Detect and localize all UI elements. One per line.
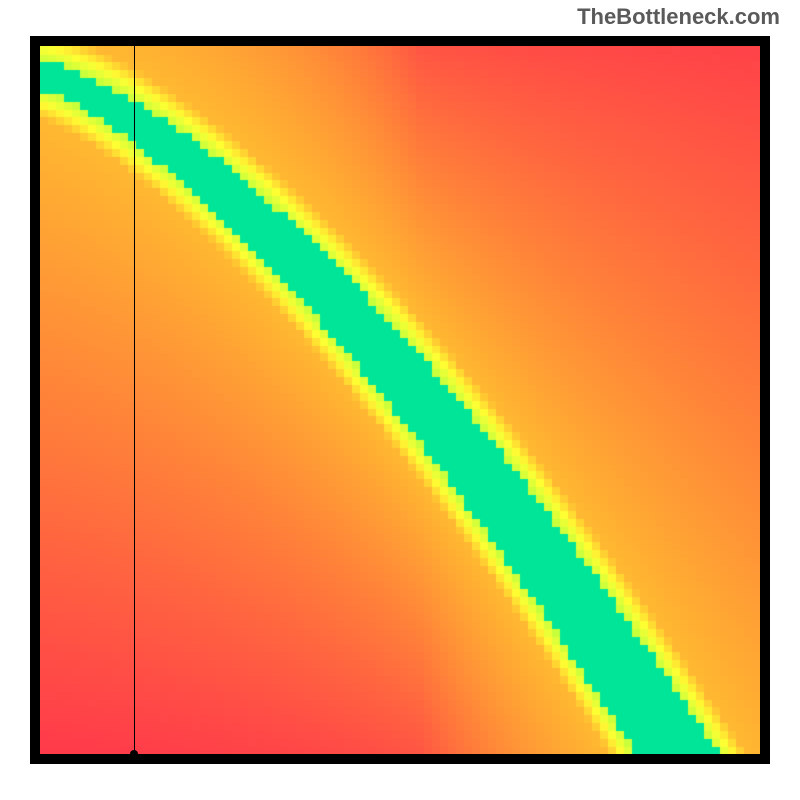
watermark-text: TheBottleneck.com	[577, 4, 780, 30]
cursor-vertical-line	[134, 46, 135, 754]
chart-frame	[30, 36, 770, 764]
bottleneck-heatmap	[40, 46, 760, 754]
cursor-point-marker	[130, 750, 138, 758]
